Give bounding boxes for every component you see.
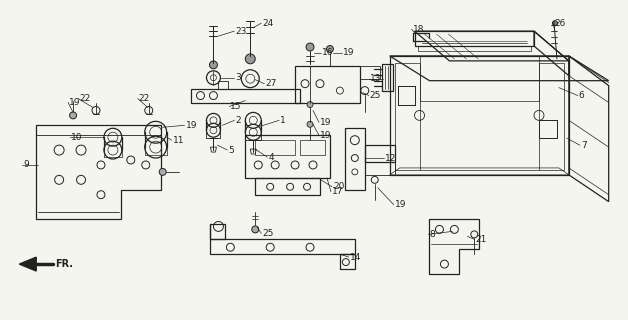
- Circle shape: [70, 112, 77, 119]
- Text: 17: 17: [332, 187, 344, 196]
- Text: 25: 25: [370, 91, 381, 100]
- Text: FR.: FR.: [55, 259, 73, 269]
- Circle shape: [246, 54, 255, 64]
- Circle shape: [252, 226, 259, 233]
- Text: 3: 3: [236, 73, 241, 82]
- Text: 2: 2: [236, 116, 241, 125]
- Circle shape: [210, 61, 217, 69]
- Text: 13: 13: [370, 74, 381, 83]
- Text: 10: 10: [71, 133, 82, 142]
- Text: 5: 5: [229, 146, 234, 155]
- Circle shape: [553, 21, 558, 26]
- Text: 19: 19: [320, 131, 332, 140]
- Text: 8: 8: [430, 230, 435, 239]
- Text: 22: 22: [139, 94, 150, 103]
- Text: 20: 20: [333, 182, 344, 191]
- Text: 16: 16: [322, 48, 333, 57]
- Text: 12: 12: [385, 154, 396, 163]
- Text: 14: 14: [350, 253, 361, 262]
- Text: 19: 19: [394, 200, 406, 209]
- Text: 7: 7: [581, 140, 587, 150]
- Circle shape: [159, 168, 166, 175]
- Text: 19: 19: [343, 48, 354, 57]
- Text: 18: 18: [413, 25, 424, 34]
- Polygon shape: [19, 257, 36, 271]
- Text: 15: 15: [230, 102, 242, 111]
- Text: 23: 23: [236, 27, 247, 36]
- Text: 24: 24: [263, 19, 273, 28]
- Text: 19: 19: [185, 121, 197, 130]
- Text: 4: 4: [268, 153, 274, 162]
- Text: 1: 1: [280, 116, 286, 125]
- Text: 27: 27: [265, 79, 276, 88]
- Text: 11: 11: [173, 136, 184, 145]
- Circle shape: [306, 43, 314, 51]
- Text: 25: 25: [263, 229, 274, 238]
- Text: 22: 22: [79, 94, 90, 103]
- Text: 9: 9: [23, 160, 29, 170]
- Text: 19: 19: [69, 98, 80, 107]
- Circle shape: [307, 121, 313, 127]
- Text: 19: 19: [320, 118, 332, 127]
- Circle shape: [307, 101, 313, 108]
- Text: 21: 21: [475, 235, 487, 244]
- Text: 6: 6: [579, 91, 585, 100]
- Circle shape: [327, 45, 333, 52]
- Text: 26: 26: [554, 19, 565, 28]
